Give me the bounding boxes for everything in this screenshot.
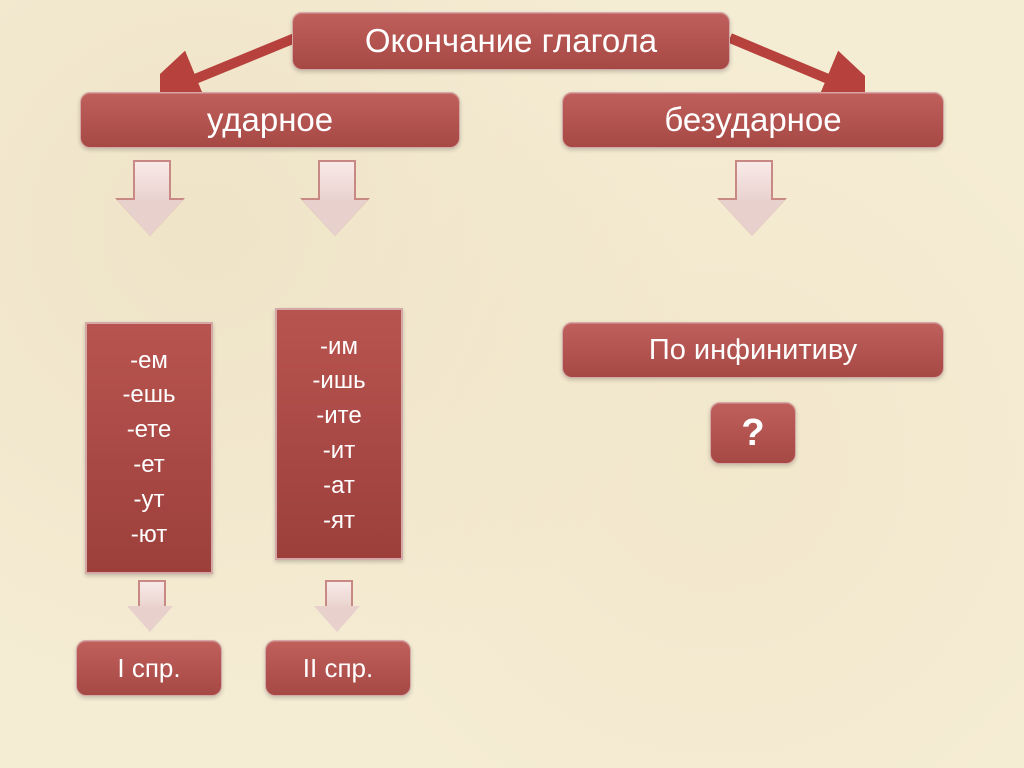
branch-stressed: ударное (80, 92, 460, 148)
conj2-endings: -им -ишь -ите -ит -ат -ят (275, 308, 403, 560)
list-item: -им (320, 330, 358, 365)
list-item: -ешь (122, 378, 175, 413)
root-box: Окончание глагола (292, 12, 730, 70)
infinitive-box: По инфинитиву (562, 322, 944, 378)
conj1-endings: -ем -ешь -ете -ет -ут -ют (85, 322, 213, 574)
list-item: -ете (127, 413, 172, 448)
question-box: ? (710, 402, 796, 464)
list-item: -ат (323, 469, 355, 504)
list-item: -ют (131, 518, 167, 553)
list-item: -ем (130, 344, 168, 379)
diag-arrow-left (160, 28, 310, 100)
list-item: -ите (316, 399, 361, 434)
conj1-result: I спр. (76, 640, 222, 696)
list-item: -ишь (312, 364, 365, 399)
down-arrow-1 (115, 160, 185, 240)
list-item: -ет (133, 448, 165, 483)
list-item: -ут (134, 483, 165, 518)
diag-arrow-right (715, 28, 865, 100)
branch-unstressed: безударное (562, 92, 944, 148)
list-item: -ит (323, 434, 355, 469)
small-arrow-2 (312, 580, 362, 635)
down-arrow-2 (300, 160, 370, 240)
list-item: -ят (323, 504, 355, 539)
conj2-result: II спр. (265, 640, 411, 696)
small-arrow-1 (125, 580, 175, 635)
down-arrow-3 (717, 160, 787, 240)
